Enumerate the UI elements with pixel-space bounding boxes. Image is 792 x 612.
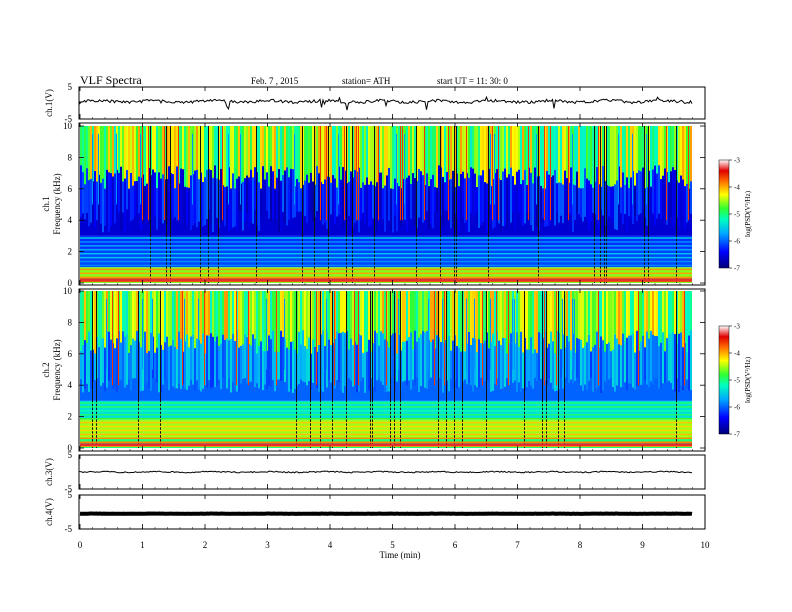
time-axis-ticks (79, 87, 706, 529)
ch1-spectrogram (80, 126, 692, 283)
time-tick-label: 2 (203, 540, 208, 550)
y-tick-label: -5 (65, 114, 73, 124)
time-tick-label: 6 (453, 540, 458, 550)
figure-title: VLF Spectra (80, 73, 142, 87)
time-axis-label: Time (min) (380, 550, 421, 560)
colorbar-tick-label: -6 (734, 404, 740, 412)
y-tick-label: 6 (68, 349, 73, 359)
ch2-colorbar (718, 325, 730, 435)
y-tick-label: 2 (68, 247, 73, 257)
y-tick-label: 8 (68, 317, 73, 327)
y-tick-label: 4 (68, 380, 73, 390)
colorbar-tick-label: -4 (734, 350, 740, 358)
ch1-waveform-ylabel: ch.1(V) (44, 89, 54, 117)
colorbar-tick-label: -4 (734, 184, 740, 192)
ch2-spectrogram-frame (78, 288, 706, 452)
ch1-colorbar (718, 159, 730, 269)
y-tick-label: 0 (68, 278, 73, 288)
y-tick-label: -5 (65, 484, 73, 494)
ch1-waveform-frame (78, 86, 706, 120)
ch1-waveform-trace (79, 95, 693, 111)
y-tick-label: 6 (68, 184, 73, 194)
y-tick-label: 4 (68, 215, 73, 225)
time-tick-label: 5 (390, 540, 395, 550)
start-time-label: start UT = 11: 30: 0 (437, 76, 508, 86)
colorbar-tick-label: -7 (734, 431, 740, 439)
ch1-spectrogram-frame (78, 122, 706, 286)
time-tick-label: 9 (640, 540, 645, 550)
y-tick-label: -5 (65, 524, 73, 534)
time-tick-label: 3 (265, 540, 270, 550)
ch2-spectrogram (80, 291, 692, 448)
station-label: station= ATH (342, 76, 391, 86)
colorbar-tick-label: -3 (734, 157, 740, 165)
time-tick-label: 0 (78, 540, 83, 550)
colorbar-tick-label: -5 (734, 211, 740, 219)
y-tick-label: 5 (68, 450, 73, 460)
time-tick-label: 7 (515, 540, 520, 550)
y-tick-label: 10 (63, 121, 73, 131)
date-label: Feb. 7 , 2015 (251, 76, 299, 86)
time-tick-label: 10 (701, 540, 711, 550)
y-tick-label: 5 (68, 490, 73, 500)
ch4-waveform-ylabel: ch.4(V) (44, 498, 54, 526)
y-tick-label: 5 (68, 82, 73, 92)
ch2-spectrogram-ylabel: Frequency (kHz) (52, 339, 62, 400)
y-tick-label: 8 (68, 152, 73, 162)
y-tick-label: 0 (68, 443, 73, 453)
ch1-colorbar-label: log(PSD(V²/Hz) (744, 190, 752, 237)
time-tick-label: 1 (140, 540, 145, 550)
colorbar-tick-label: -3 (734, 323, 740, 331)
colorbar-ticks: -3 -4 -5 -6 -7 -3 -4 -5 -6 -7 (729, 157, 740, 439)
colorbar-tick-label: -7 (734, 265, 740, 273)
time-tick-label: 8 (578, 540, 583, 550)
ch3-waveform-frame (78, 454, 706, 490)
time-tick-label: 4 (328, 540, 333, 550)
ch3-waveform-ylabel: ch.3(V) (44, 458, 54, 486)
ch4-waveform-frame (78, 494, 706, 530)
colorbar-tick-label: -6 (734, 238, 740, 246)
ch2-spectrogram-prefix: ch.2 (41, 362, 51, 377)
ch1-spectrogram-ylabel: Frequency (kHz) (52, 173, 62, 234)
ch2-colorbar-label: log(PSD(V²/Hz) (744, 356, 752, 403)
time-axis-labels: 0 1 2 3 4 5 6 7 8 9 10 (78, 540, 710, 550)
ch3-waveform-trace (79, 470, 692, 474)
colorbar-tick-label: -5 (734, 377, 740, 385)
y-tick-label: 10 (63, 286, 73, 296)
y-tick-label: 2 (68, 412, 73, 422)
ch1-spectrogram-prefix: ch.1 (41, 196, 51, 211)
